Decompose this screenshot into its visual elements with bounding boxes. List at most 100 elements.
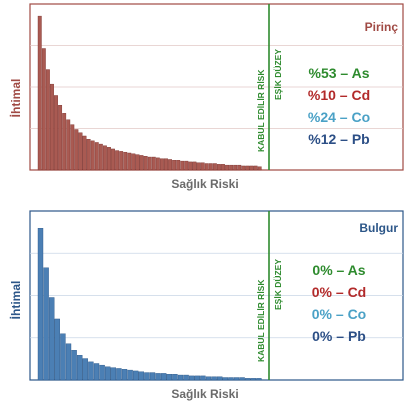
- bar: [256, 378, 262, 381]
- legend-entry: %12 – Pb: [308, 131, 369, 147]
- bar: [160, 373, 167, 381]
- bar: [82, 358, 89, 381]
- bar: [225, 164, 230, 171]
- bar: [127, 152, 132, 171]
- bar: [183, 374, 189, 381]
- bar: [147, 156, 152, 171]
- bar: [127, 369, 133, 381]
- bar: [159, 158, 164, 171]
- bar: [110, 367, 117, 381]
- threshold-label-acceptable: KABUL EDİLİR RİSK: [256, 279, 266, 362]
- bar: [155, 373, 161, 381]
- bar: [168, 159, 173, 171]
- bar: [86, 139, 91, 171]
- bar: [76, 355, 83, 381]
- bar: [54, 95, 58, 171]
- bar: [216, 376, 223, 381]
- bar: [54, 318, 60, 381]
- bar: [188, 375, 195, 381]
- threshold-label-level: EŞİK DÜZEY: [273, 259, 283, 310]
- bar: [70, 124, 75, 171]
- bar: [196, 162, 201, 171]
- bar: [78, 132, 83, 171]
- bar: [222, 377, 229, 381]
- bar: [149, 372, 156, 381]
- bar: [200, 375, 206, 381]
- bar: [111, 148, 115, 171]
- gridlines: [30, 252, 403, 339]
- bar: [216, 164, 221, 171]
- bar: [250, 378, 257, 381]
- bar: [94, 142, 99, 171]
- chart-title: Bulgur: [359, 221, 398, 235]
- bar: [93, 363, 100, 381]
- legend-entry: %53 – As: [309, 65, 370, 81]
- bar: [60, 333, 66, 381]
- legend-entry: 0% – Pb: [312, 328, 366, 344]
- bar: [176, 160, 181, 171]
- bar: [102, 145, 107, 171]
- bar: [221, 164, 225, 171]
- bar: [119, 151, 124, 171]
- bar: [151, 156, 156, 171]
- bar: [116, 368, 122, 381]
- bar: [65, 343, 72, 381]
- bar: [192, 161, 197, 171]
- bar: [237, 164, 242, 171]
- bar: [144, 372, 150, 381]
- bar: [233, 164, 238, 171]
- bar: [135, 154, 140, 171]
- chart-title: Pirinç: [365, 20, 399, 34]
- bar: [138, 371, 145, 381]
- bar: [180, 160, 185, 171]
- legend-entry: 0% – Co: [312, 306, 366, 322]
- bar: [228, 377, 234, 381]
- threshold-label-level: EŞİK DÜZEY: [273, 49, 283, 100]
- threshold-label-acceptable: KABUL EDİLİR RİSK: [256, 69, 266, 152]
- bar: [143, 156, 148, 171]
- bar: [205, 376, 212, 381]
- bar: [62, 113, 67, 171]
- bar: [43, 267, 49, 381]
- bar: [245, 165, 250, 171]
- x-axis-label: Sağlık Riski: [171, 387, 238, 401]
- bar: [239, 377, 245, 381]
- bar: [212, 163, 217, 171]
- bar: [41, 48, 46, 171]
- bar: [74, 129, 79, 171]
- bar: [88, 361, 94, 381]
- bar: [37, 227, 44, 381]
- bar: [90, 140, 95, 171]
- y-axis-label: İhtimal: [8, 281, 23, 320]
- bar: [131, 153, 136, 171]
- bar: [98, 143, 103, 171]
- bar: [172, 160, 177, 171]
- bar: [139, 155, 144, 171]
- y-axis-label: İhtimal: [8, 79, 23, 118]
- bar: [166, 374, 173, 381]
- bar: [82, 135, 87, 171]
- bar: [121, 369, 128, 381]
- legend-entry: 0% – Cd: [312, 284, 366, 300]
- legend: 0% – As 0% – Cd 0% – Co 0% – Pb: [312, 262, 366, 344]
- bar: [58, 104, 63, 171]
- bar: [244, 378, 251, 381]
- bars: [37, 227, 262, 381]
- bar: [104, 366, 111, 381]
- bar: [194, 375, 201, 381]
- bar: [208, 163, 213, 171]
- legend-entry: %24 – Co: [308, 109, 370, 125]
- gridlines: [30, 45, 403, 129]
- bar: [233, 377, 240, 381]
- bar: [45, 69, 50, 171]
- bar: [50, 83, 54, 171]
- legend-entry: %10 – Cd: [308, 87, 370, 103]
- bar: [164, 158, 168, 171]
- x-axis-label: Sağlık Riski: [171, 177, 238, 191]
- bar: [71, 350, 77, 381]
- bar: [123, 151, 128, 171]
- bar: [188, 161, 193, 171]
- bar: [229, 164, 234, 171]
- bar: [49, 297, 55, 381]
